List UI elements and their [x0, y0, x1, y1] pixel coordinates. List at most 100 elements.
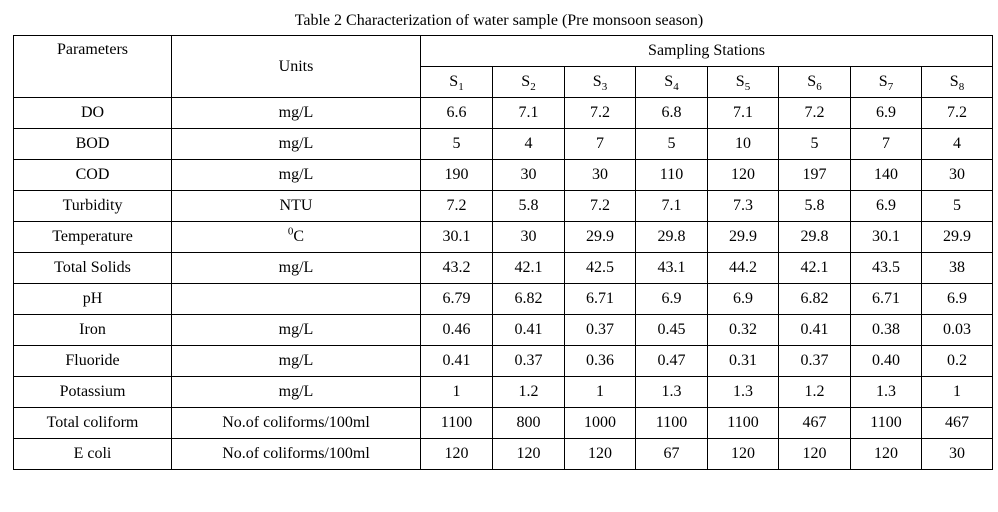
- value-cell: 1: [564, 376, 636, 408]
- unit-cell: No.of coliforms/100ml: [171, 407, 421, 439]
- station-header-s6: S6: [778, 66, 851, 98]
- table-body: Parameters Units Sampling Stations S1 S2 S…: [13, 35, 993, 470]
- value-cell: 7.2: [420, 190, 493, 222]
- value-cell: 1: [420, 376, 493, 408]
- value-cell: 7.3: [707, 190, 779, 222]
- unit-cell: NTU: [171, 190, 421, 222]
- value-cell: 5: [921, 190, 993, 222]
- value-cell: 30: [492, 159, 565, 191]
- value-cell: 0.37: [492, 345, 565, 377]
- value-cell: 6.71: [564, 283, 636, 315]
- unit-cell: mg/L: [171, 345, 421, 377]
- unit-cell: [171, 283, 421, 315]
- parameter-name: BOD: [13, 128, 172, 160]
- value-cell: 120: [707, 438, 779, 470]
- value-cell: 42.1: [778, 252, 851, 284]
- unit-cell: mg/L: [171, 314, 421, 346]
- header-row-stations: S1 S2 S3 S4 S5 S6 S7 S8: [14, 66, 993, 98]
- units-header: Units: [171, 35, 421, 98]
- value-cell: 0.2: [921, 345, 993, 377]
- value-cell: 6.82: [778, 283, 851, 315]
- value-cell: 1100: [635, 407, 708, 439]
- value-cell: 1100: [850, 407, 922, 439]
- parameter-name: E coli: [13, 438, 172, 470]
- value-cell: 0.36: [564, 345, 636, 377]
- value-cell: 1000: [564, 407, 636, 439]
- table-row: Iron mg/L 0.46 0.41 0.37 0.45 0.32 0.41 0.38 0.03: [13, 314, 993, 346]
- value-cell: 44.2: [707, 252, 779, 284]
- value-cell: 7: [564, 128, 636, 160]
- value-cell: 0.32: [707, 314, 779, 346]
- value-cell: 6.9: [850, 97, 922, 129]
- value-cell: 7.2: [778, 97, 851, 129]
- value-cell: 42.1: [492, 252, 565, 284]
- value-cell: 6.71: [850, 283, 922, 315]
- value-cell: 0.41: [778, 314, 851, 346]
- water-quality-table: Parameters Units Sampling Stations S1 S2 S…: [13, 35, 993, 470]
- parameter-name: COD: [13, 159, 172, 191]
- value-cell: 0.40: [850, 345, 922, 377]
- value-cell: 120: [707, 159, 779, 191]
- table-row: BOD mg/L 5 4 7 5 10 5 7 4: [13, 128, 993, 160]
- value-cell: 140: [850, 159, 922, 191]
- parameter-name: pH: [13, 283, 172, 315]
- value-cell: 30.1: [420, 221, 493, 253]
- parameter-name: Potassium: [13, 376, 172, 408]
- value-cell: 1100: [707, 407, 779, 439]
- parameter-name: Fluoride: [13, 345, 172, 377]
- station-header-s1: S1: [420, 66, 493, 98]
- parameter-name: Temperature: [13, 221, 172, 253]
- table-row: E coli No.of coliforms/100ml 120 120 120 67 12…: [13, 438, 993, 470]
- station-header-s7: S7: [850, 66, 922, 98]
- unit-cell: 0C: [171, 221, 421, 253]
- value-cell: 29.9: [921, 221, 993, 253]
- value-cell: 0.41: [492, 314, 565, 346]
- table-row: Fluoride mg/L 0.41 0.37 0.36 0.47 0.31 0.37 0.40…: [13, 345, 993, 377]
- value-cell: 6.6: [420, 97, 493, 129]
- value-cell: 6.82: [492, 283, 565, 315]
- value-cell: 29.8: [778, 221, 851, 253]
- value-cell: 10: [707, 128, 779, 160]
- value-cell: 7.2: [921, 97, 993, 129]
- value-cell: 467: [921, 407, 993, 439]
- station-header-s5: S5: [707, 66, 779, 98]
- station-header-s4: S4: [635, 66, 708, 98]
- value-cell: 5.8: [778, 190, 851, 222]
- header-row-primary: Parameters Units Sampling Stations: [13, 35, 993, 98]
- value-cell: 0.45: [635, 314, 708, 346]
- table-row: Total coliform No.of coliforms/100ml 1100 8…: [13, 407, 993, 439]
- unit-cell: mg/L: [171, 97, 421, 129]
- value-cell: 42.5: [564, 252, 636, 284]
- value-cell: 43.2: [420, 252, 493, 284]
- value-cell: 1100: [420, 407, 493, 439]
- value-cell: 43.5: [850, 252, 922, 284]
- sampling-stations-header: Sampling Stations: [420, 35, 993, 67]
- value-cell: 43.1: [635, 252, 708, 284]
- value-cell: 467: [778, 407, 851, 439]
- station-header-s8: S8: [921, 66, 993, 98]
- value-cell: 5: [778, 128, 851, 160]
- value-cell: 0.31: [707, 345, 779, 377]
- value-cell: 190: [420, 159, 493, 191]
- value-cell: 29.9: [707, 221, 779, 253]
- parameter-name: Turbidity: [13, 190, 172, 222]
- parameter-name: Iron: [13, 314, 172, 346]
- table-row: Temperature 0C 30.1 30 29.9 29.8 29.9 29.8 30.1 2…: [13, 221, 993, 253]
- station-header-s3: S3: [564, 66, 636, 98]
- parameter-name: Total coliform: [13, 407, 172, 439]
- value-cell: 0.03: [921, 314, 993, 346]
- unit-cell: No.of coliforms/100ml: [171, 438, 421, 470]
- value-cell: 110: [635, 159, 708, 191]
- value-cell: 1.3: [707, 376, 779, 408]
- value-cell: 120: [420, 438, 493, 470]
- unit-cell: mg/L: [171, 376, 421, 408]
- value-cell: 120: [850, 438, 922, 470]
- value-cell: 120: [564, 438, 636, 470]
- value-cell: 6.9: [635, 283, 708, 315]
- value-cell: 0.47: [635, 345, 708, 377]
- parameters-header: Parameters: [13, 35, 172, 98]
- value-cell: 5.8: [492, 190, 565, 222]
- station-header-s2: S2: [492, 66, 565, 98]
- value-cell: 4: [921, 128, 993, 160]
- value-cell: 1.2: [778, 376, 851, 408]
